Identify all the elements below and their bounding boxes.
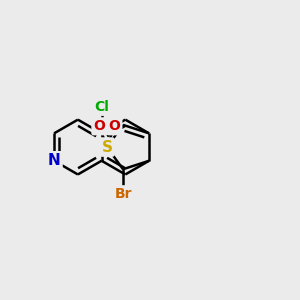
Text: O: O [109, 119, 120, 133]
Text: N: N [48, 153, 61, 168]
Text: Br: Br [114, 187, 132, 201]
Text: O: O [93, 119, 105, 133]
Text: Cl: Cl [94, 100, 109, 114]
Text: S: S [101, 140, 112, 154]
